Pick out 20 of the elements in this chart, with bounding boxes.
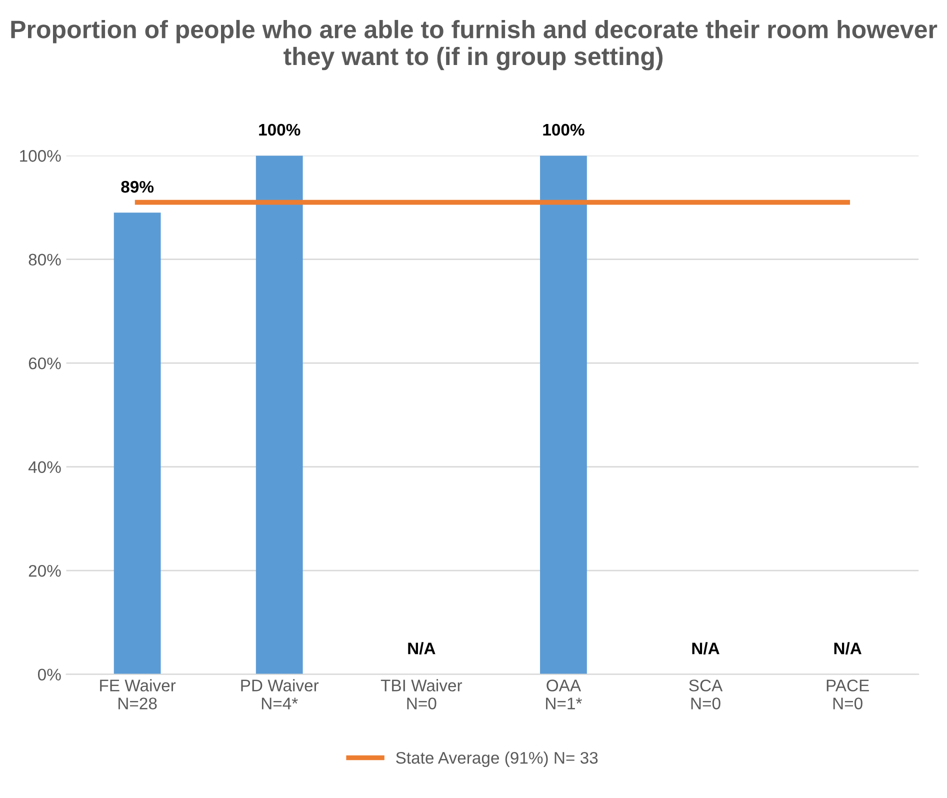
x-tick-label: PD Waiver N=4* <box>241 679 319 710</box>
text: N/A <box>834 642 862 655</box>
data-label: 89% <box>121 180 154 193</box>
y-tick-label: 40% <box>28 461 61 474</box>
x-tick-label: FE Waiver N=28 <box>100 679 176 710</box>
text: N/A <box>692 642 720 655</box>
y-tick-label: 60% <box>28 357 61 370</box>
y-tick-label: 0% <box>38 668 61 681</box>
x-tick-label: SCA N=0 <box>689 680 723 710</box>
data-label: 100% <box>543 124 584 136</box>
y-tick-label: 80% <box>28 254 61 266</box>
y-tick-label: 100% <box>20 150 61 162</box>
x-tick-label: OAA N=1* <box>546 680 582 710</box>
y-tick-label: 20% <box>28 564 61 577</box>
text: N/A <box>408 642 436 655</box>
chart-title: Proportion of people who are able to furnish and decorate their room however they want to (if in group setting) <box>11 20 938 70</box>
x-tick-label: PACE N=0 <box>826 680 869 710</box>
legend-label: State Average (91%) N= 33 <box>396 752 598 768</box>
x-tick-label: TBI Waiver N=0 <box>380 679 462 710</box>
data-label: 100% <box>259 124 300 136</box>
